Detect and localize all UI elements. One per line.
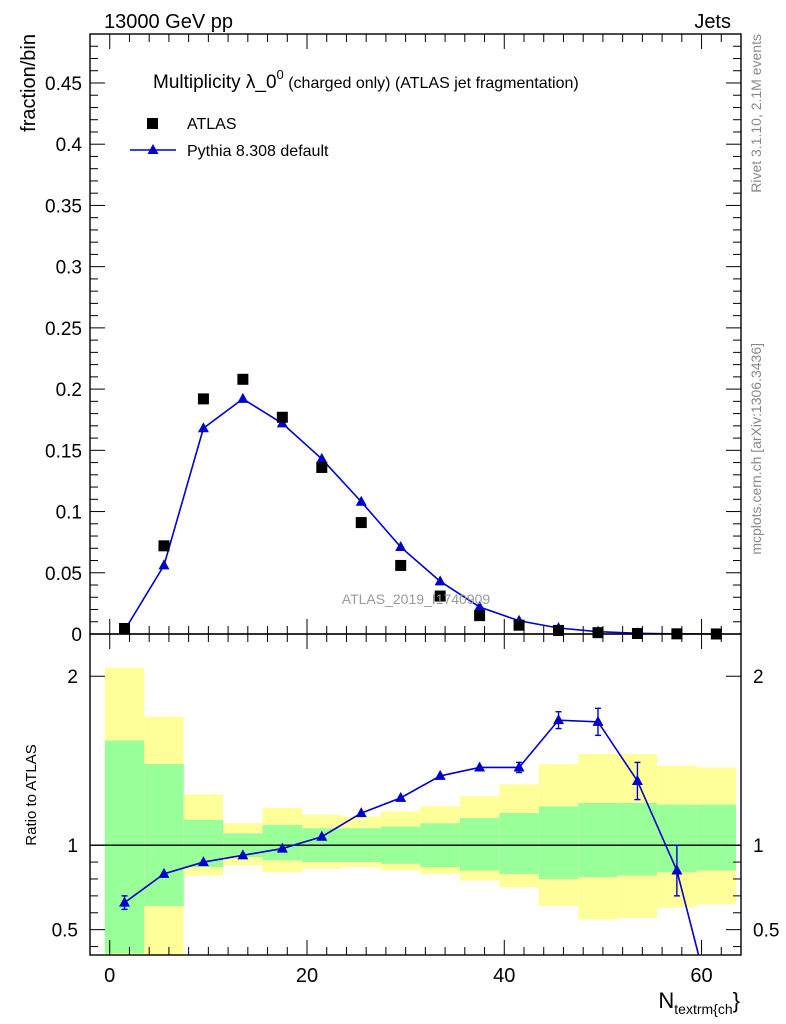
ratio-mc-marker bbox=[316, 830, 328, 841]
ratio-y-tick-label: 2 bbox=[67, 667, 78, 688]
ratio-y-tick-label: 1 bbox=[67, 836, 78, 857]
ratio-band-inner bbox=[459, 818, 500, 871]
ratio-mc-marker bbox=[395, 791, 407, 802]
x-tick-label: 60 bbox=[690, 965, 712, 987]
analysis-watermark: ATLAS_2019_I1740909 bbox=[342, 591, 491, 607]
x-tick-label: 20 bbox=[296, 965, 318, 987]
y-tick-label: 0.35 bbox=[45, 196, 82, 217]
legend-label-mc: Pythia 8.308 default bbox=[187, 143, 329, 160]
main-ylabel: fraction/bin bbox=[18, 34, 40, 132]
ratio-mc-marker bbox=[513, 761, 525, 772]
y-tick-label: 0.25 bbox=[45, 319, 82, 340]
ratio-frame bbox=[89, 633, 742, 956]
y-tick-label: 0.4 bbox=[56, 135, 83, 156]
data-marker bbox=[158, 540, 170, 552]
data-marker bbox=[395, 559, 407, 571]
x-tick-label: 0 bbox=[104, 965, 115, 987]
data-marker bbox=[434, 590, 446, 602]
y-tick-label: 0.45 bbox=[45, 74, 82, 95]
y-tick-label: 0.3 bbox=[56, 258, 82, 279]
x-axis-label: Ntextrm{ch} bbox=[658, 988, 740, 1017]
ratio-mc-line bbox=[124, 719, 700, 956]
mc-line bbox=[123, 397, 717, 635]
ratio-mc-marker bbox=[553, 714, 565, 725]
ratio-bands bbox=[90, 667, 741, 955]
ratio-band-inner bbox=[578, 802, 618, 878]
rivet-label: Rivet 3.1.10, 2.1M events bbox=[748, 34, 764, 193]
data-marker bbox=[197, 393, 209, 405]
mc-marker bbox=[158, 559, 170, 570]
legend-label-atlas: ATLAS bbox=[187, 116, 237, 133]
legend-marker-mc bbox=[147, 144, 159, 154]
ratio-mc-marker bbox=[237, 849, 249, 860]
mc-marker bbox=[237, 392, 249, 403]
data-marker bbox=[513, 619, 525, 631]
ratio-band-inner bbox=[499, 813, 539, 874]
mc-marker bbox=[474, 601, 486, 612]
data-marker bbox=[316, 461, 328, 473]
mc-marker bbox=[395, 541, 407, 552]
x-tick-label: 40 bbox=[493, 965, 515, 987]
data-marker bbox=[276, 411, 288, 423]
ratio-mc-marker bbox=[158, 867, 170, 878]
mc-marker bbox=[197, 422, 209, 433]
ratio-mc-marker bbox=[631, 774, 643, 785]
ratio-y-tick-label: 0.5 bbox=[52, 921, 78, 942]
y-tick-label: 0.1 bbox=[56, 503, 82, 524]
ratio-y-tick-label-right: 1 bbox=[753, 836, 764, 857]
ratio-mc-marker bbox=[474, 761, 486, 772]
mc-marker bbox=[355, 495, 367, 506]
ratio-band-inner bbox=[617, 802, 658, 876]
ratio-axes: 0.5 0.51 12 20 20 40 60 bbox=[52, 634, 779, 987]
data-marker bbox=[355, 517, 367, 529]
ratio-band-inner bbox=[144, 764, 184, 907]
mcplots-label: mcplots.cern.ch [arXiv:1306.3436] bbox=[748, 343, 764, 555]
ratio-mc-marker bbox=[355, 807, 367, 818]
header-left: 13000 GeV pp bbox=[104, 11, 233, 33]
mc-marker bbox=[316, 452, 328, 463]
data-marker bbox=[474, 610, 486, 622]
data-marker bbox=[119, 622, 131, 634]
mc-marker bbox=[434, 575, 446, 586]
ratio-mc-marker bbox=[119, 896, 131, 907]
chart-title: Multiplicity λ_00 (charged only) (ATLAS … bbox=[153, 67, 579, 93]
main-series bbox=[119, 373, 722, 640]
ratio-ylabel: Ratio to ATLAS bbox=[23, 744, 40, 845]
header-right: Jets bbox=[694, 11, 731, 33]
ratio-mc-marker bbox=[434, 769, 446, 780]
y-tick-label: 0 bbox=[71, 625, 82, 646]
ratio-mc-marker bbox=[276, 842, 288, 853]
data-marker bbox=[592, 627, 604, 639]
data-marker bbox=[237, 373, 249, 385]
ratio-band-inner bbox=[538, 806, 579, 879]
ratio-series bbox=[119, 707, 700, 956]
ratio-band-inner bbox=[696, 804, 737, 871]
legend: ATLAS Pythia 8.308 default bbox=[130, 116, 329, 160]
y-tick-label: 0.15 bbox=[45, 441, 82, 462]
y-tick-label: 0.05 bbox=[45, 564, 82, 585]
ratio-mc-marker bbox=[592, 715, 604, 726]
ratio-band-inner bbox=[104, 740, 145, 954]
ratio-mc-marker bbox=[197, 856, 209, 867]
ratio-y-tick-label-right: 2 bbox=[753, 667, 764, 688]
data-marker bbox=[553, 624, 565, 636]
legend-marker-atlas bbox=[147, 118, 158, 129]
ratio-mc-marker bbox=[671, 864, 683, 875]
ratio-y-tick-label-right: 0.5 bbox=[753, 921, 779, 942]
y-tick-label: 0.2 bbox=[56, 380, 82, 401]
